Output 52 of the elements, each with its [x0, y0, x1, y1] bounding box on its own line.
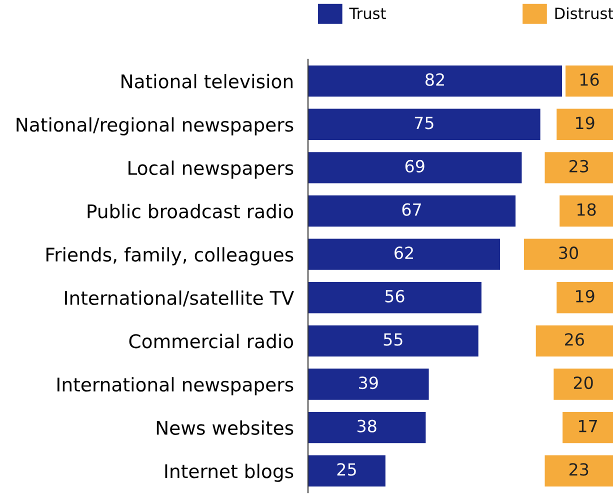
- bar: [544, 455, 613, 486]
- bar: [308, 325, 478, 357]
- data-label: 23: [570, 463, 588, 476]
- bar: [308, 65, 562, 97]
- bar: [544, 152, 613, 184]
- y-tick-label: Friends, family, colleagues: [46, 247, 294, 266]
- bar: [562, 412, 613, 444]
- bar: [308, 238, 500, 270]
- bar: [554, 368, 613, 400]
- data-label: 19: [576, 290, 594, 302]
- data-label: 62: [394, 246, 413, 260]
- bar: [308, 282, 482, 314]
- data-label: 39: [359, 376, 378, 390]
- bar: [566, 65, 613, 97]
- bar: [308, 108, 540, 140]
- data-label: 18: [578, 203, 596, 216]
- data-label: 82: [426, 73, 444, 86]
- bar: [560, 195, 613, 227]
- data-label: 17: [579, 420, 597, 432]
- data-label: 69: [405, 160, 424, 173]
- data-label: 25: [337, 463, 356, 476]
- data-label: 67: [402, 203, 421, 216]
- y-tick-label: Internet blogs: [165, 464, 294, 482]
- y-tick-label: Public broadcast radio: [88, 204, 294, 218]
- y-tick-label: National/regional newspapers: [16, 117, 294, 136]
- bar: [308, 195, 516, 227]
- y-tick-label: News websites: [156, 420, 294, 435]
- data-label: 26: [565, 333, 584, 346]
- data-label: 16: [580, 73, 599, 86]
- legend-label: Distrust: [555, 7, 613, 20]
- data-label: 19: [576, 116, 594, 130]
- data-label: 20: [574, 376, 593, 390]
- y-tick-label: National television: [122, 74, 293, 88]
- y-tick-label: Local newspapers: [128, 160, 294, 179]
- data-label: 75: [414, 116, 434, 130]
- bar: [556, 282, 613, 314]
- bar: [308, 368, 429, 400]
- data-label: 30: [559, 246, 578, 260]
- y-tick-label: International newspapers: [57, 377, 294, 396]
- bar: [308, 455, 386, 486]
- y-tick-label: Commercial radio: [129, 334, 294, 348]
- bar: [308, 152, 522, 184]
- data-label: 38: [358, 420, 376, 432]
- legend-label: Trust: [349, 8, 386, 20]
- y-tick-label: International/satellite TV: [65, 290, 294, 306]
- data-label: 56: [385, 290, 404, 302]
- bar: [556, 108, 613, 140]
- bar: [524, 238, 613, 270]
- bar: [536, 325, 613, 357]
- bar: [308, 412, 426, 444]
- data-label: 23: [570, 160, 588, 173]
- data-label: 55: [384, 333, 402, 346]
